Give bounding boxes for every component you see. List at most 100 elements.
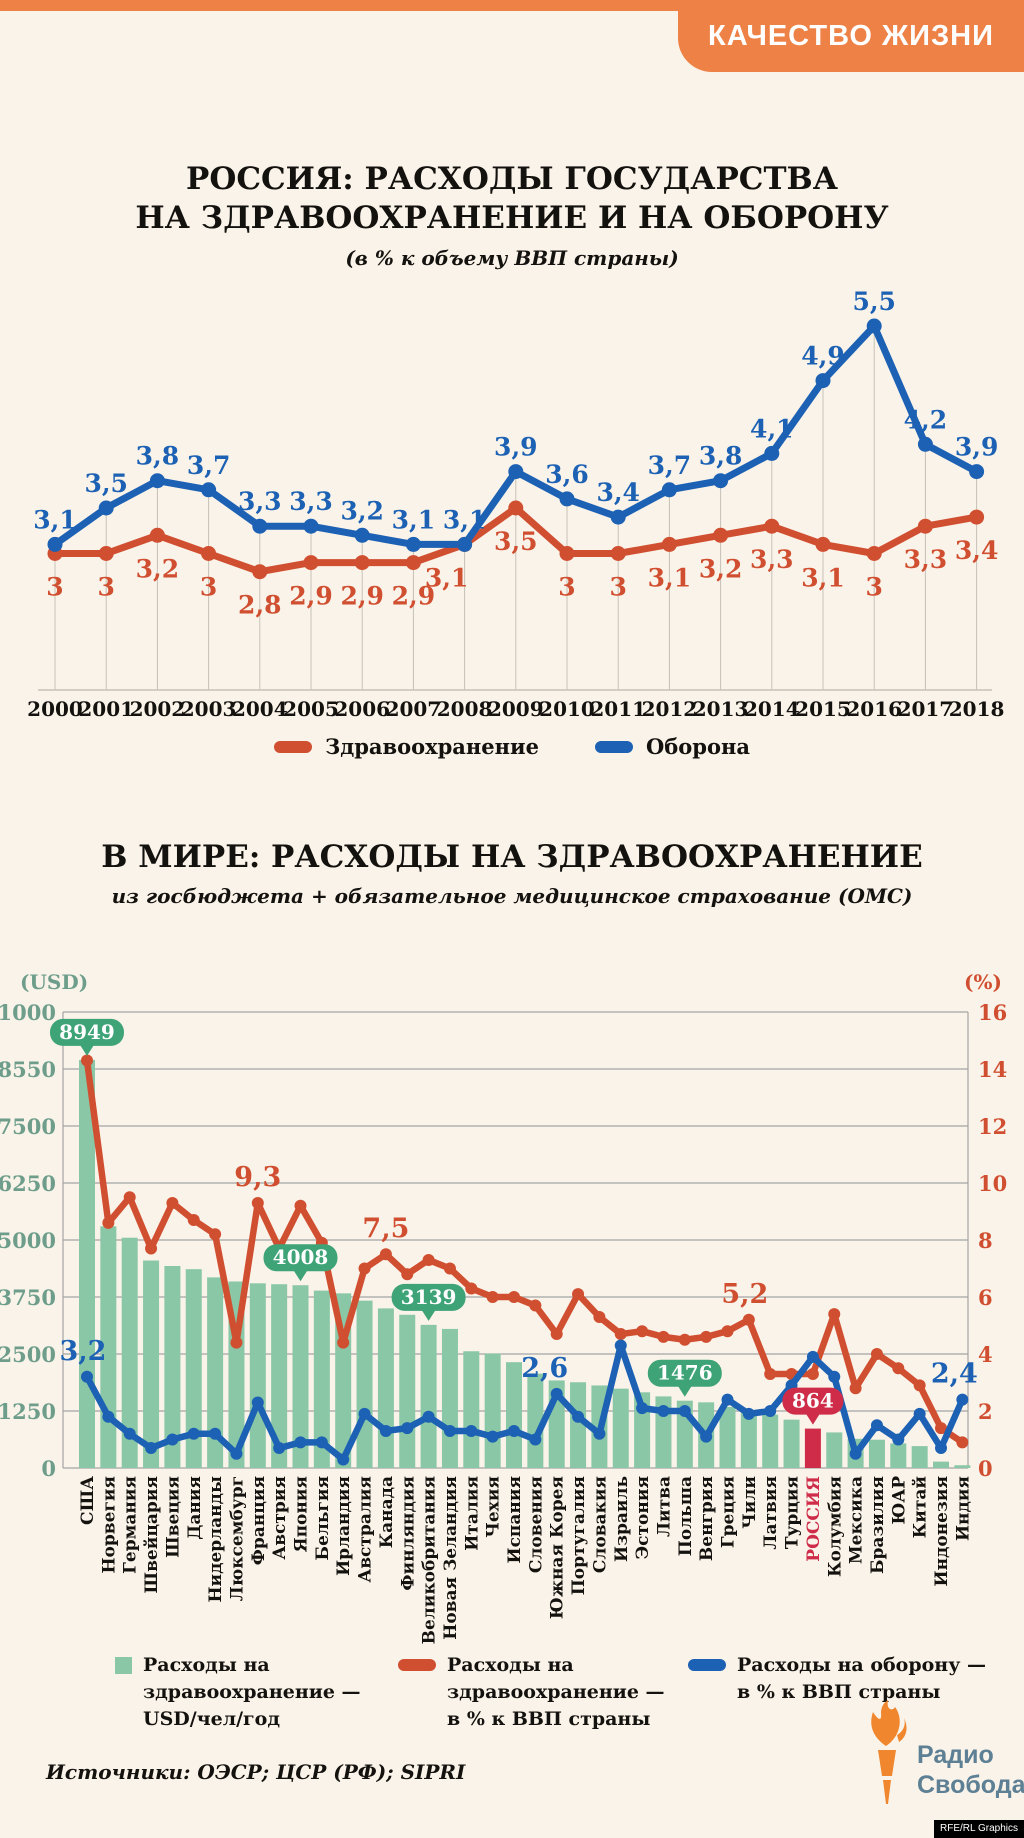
svg-text:3,8: 3,8: [699, 442, 743, 471]
svg-text:3750: 3750: [0, 1285, 56, 1310]
svg-text:6: 6: [978, 1285, 993, 1310]
country-label-Китай: Китай: [911, 1476, 931, 1539]
legend-item-health-pct: Расходы на здравоохранение — в % к ВВП с…: [398, 1652, 665, 1733]
legend-bars-line2: здравоохранение —: [143, 1681, 361, 1703]
svg-text:2016: 2016: [846, 697, 902, 721]
svg-text:2,9: 2,9: [289, 582, 333, 611]
svg-text:9,3: 9,3: [234, 1162, 281, 1193]
svg-text:2003: 2003: [181, 697, 237, 721]
svg-text:5000: 5000: [0, 1228, 56, 1253]
svg-text:4,2: 4,2: [904, 405, 948, 434]
graphics-credit: RFE/RL Graphics: [934, 1820, 1024, 1838]
svg-text:3,1: 3,1: [425, 563, 469, 592]
bar-Финляндия: [399, 1314, 416, 1468]
chart1-legend: Здравоохранение Оборона: [0, 734, 1024, 759]
svg-text:3,4: 3,4: [596, 478, 640, 507]
svg-text:4008: 4008: [273, 1245, 329, 1269]
svg-text:3,1: 3,1: [443, 505, 487, 534]
svg-text:0: 0: [41, 1456, 56, 1481]
bar-Индонезия: [933, 1461, 949, 1468]
svg-text:5,2: 5,2: [721, 1279, 768, 1310]
country-label-Италия: Италия: [462, 1476, 482, 1551]
svg-text:3,2: 3,2: [340, 496, 384, 525]
country-label-Канада: Канада: [377, 1476, 397, 1548]
svg-text:3,1: 3,1: [392, 505, 436, 534]
bar-ЮАР: [890, 1443, 907, 1468]
country-label-Португалия: Португалия: [569, 1476, 589, 1595]
svg-text:16: 16: [978, 1000, 1007, 1025]
bar-Нидерланды: [207, 1277, 224, 1468]
svg-text:8550: 8550: [0, 1057, 56, 1082]
svg-text:2,4: 2,4: [931, 1359, 978, 1390]
country-label-Индонезия: Индонезия: [932, 1476, 952, 1586]
bar-Германия: [121, 1237, 138, 1468]
svg-text:3,2: 3,2: [136, 554, 180, 583]
svg-text:3,1: 3,1: [648, 563, 692, 592]
country-label-Греция: Греция: [719, 1476, 739, 1548]
svg-text:6250: 6250: [0, 1171, 56, 1196]
svg-text:3,2: 3,2: [60, 1336, 107, 1367]
health-pct-line-swatch: [398, 1659, 436, 1671]
country-label-Мексика: Мексика: [847, 1476, 867, 1564]
svg-text:3,1: 3,1: [33, 505, 77, 534]
bar-Великобритания: [420, 1324, 437, 1468]
country-label-Чили: Чили: [740, 1476, 760, 1529]
bar-Новая Зеландия: [441, 1328, 458, 1468]
country-label-Великобритания: Великобритания: [420, 1476, 440, 1644]
rubric-badge-label: КАЧЕСТВО ЖИЗНИ: [708, 19, 994, 52]
svg-text:5,5: 5,5: [852, 287, 896, 316]
chart1-subtitle: (в % к объему ВВП страны): [345, 246, 679, 270]
country-label-Латвия: Латвия: [761, 1476, 781, 1550]
svg-text:8949: 8949: [59, 1020, 115, 1044]
country-label-США: США: [78, 1476, 98, 1525]
health-usd-bar-swatch: [115, 1657, 132, 1674]
svg-text:2,6: 2,6: [521, 1353, 568, 1384]
bar-Италия: [463, 1351, 480, 1468]
bar-Чехия: [484, 1353, 501, 1468]
bar-Словения: [527, 1373, 544, 1468]
bar-Швеция: [164, 1265, 181, 1468]
svg-text:1000: 1000: [0, 1000, 56, 1025]
svg-text:2014: 2014: [744, 697, 800, 721]
legend-item-health: Здравоохранение: [274, 734, 539, 759]
logo-text-line2: Свобода: [917, 1771, 1024, 1799]
country-label-Литва: Литва: [654, 1476, 674, 1537]
country-label-Словения: Словения: [526, 1476, 546, 1573]
country-label-Финляндия: Финляндия: [398, 1476, 418, 1591]
radio-svoboda-logo: Радио Свобода: [866, 1700, 1024, 1804]
svg-text:2,9: 2,9: [340, 582, 384, 611]
defense-pct-line-swatch: [688, 1659, 726, 1671]
svg-text:2002: 2002: [130, 697, 186, 721]
legend-bars-line1: Расходы на: [143, 1654, 270, 1676]
svg-text:3,3: 3,3: [750, 545, 794, 574]
bar-Турция: [783, 1419, 800, 1468]
legend-defense-line2: в % к ВВП страны: [737, 1681, 941, 1703]
bar-Канада: [377, 1308, 394, 1468]
svg-text:2007: 2007: [386, 697, 442, 721]
svg-text:2001: 2001: [78, 697, 134, 721]
chart1-title: РОССИЯ: РАСХОДЫ ГОСУДАРСТВА НА ЗДРАВООХР…: [0, 160, 1024, 238]
chart2-title: В МИРЕ: РАСХОДЫ НА ЗДРАВООХРАНЕНИЕ: [101, 839, 923, 875]
torch-icon: [871, 1700, 907, 1804]
country-label-Швеция: Швеция: [163, 1476, 183, 1558]
country-label-Венгрия: Венгрия: [697, 1476, 717, 1561]
country-label-Австралия: Австралия: [356, 1476, 376, 1583]
country-label-Словакия: Словакия: [590, 1476, 610, 1573]
svg-text:2005: 2005: [283, 697, 339, 721]
country-label-Япония: Япония: [292, 1476, 312, 1552]
bar-Испания: [506, 1362, 522, 1468]
country-label-Ирландия: Ирландия: [334, 1476, 354, 1576]
svg-text:2009: 2009: [488, 697, 544, 721]
svg-text:2,8: 2,8: [238, 591, 282, 620]
bar-badge-864: 864: [782, 1387, 844, 1425]
svg-text:2018: 2018: [949, 697, 1005, 721]
world-health-spending-chart: 1000 16 8550 14 7500 12 6250 10 5000 8 3750 6 2500 4 1…: [0, 1000, 1007, 1644]
bar-Колумбия: [826, 1432, 843, 1468]
country-label-Нидерланды: Нидерланды: [206, 1476, 226, 1603]
logo-text-line1: Радио: [917, 1741, 994, 1769]
legend-health-line3: в % к ВВП страны: [447, 1708, 651, 1730]
svg-text:2015: 2015: [795, 697, 851, 721]
bar-badge-1476: 1476: [647, 1359, 722, 1397]
country-label-Южная Корея: Южная Корея: [548, 1476, 568, 1619]
svg-text:4: 4: [978, 1342, 993, 1367]
